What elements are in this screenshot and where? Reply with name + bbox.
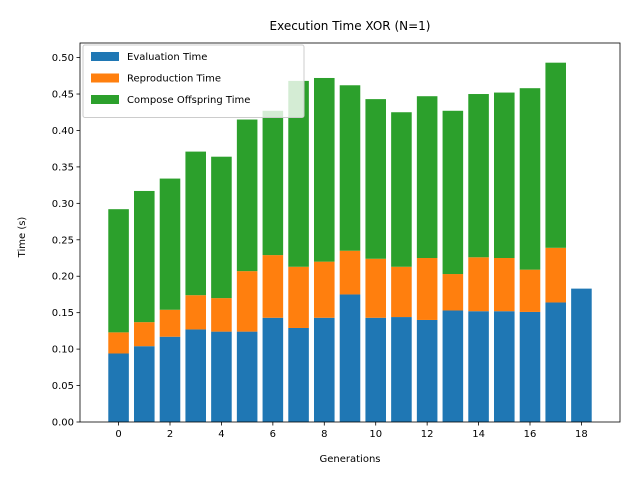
- x-tick-label: 18: [575, 429, 588, 440]
- bar-evaluation-time-gen-12: [416, 319, 438, 422]
- bar-evaluation-time-gen-6: [262, 317, 284, 422]
- x-tick-label: 10: [369, 429, 382, 440]
- bar-reproduction-time-gen-16: [519, 269, 541, 312]
- bar-reproduction-time-gen-13: [442, 274, 464, 311]
- bar-evaluation-time-gen-0: [108, 353, 129, 422]
- y-axis-label: Time (s): [17, 217, 28, 259]
- x-axis-label: Generations: [320, 454, 381, 465]
- legend-label: Evaluation Time: [127, 52, 207, 63]
- bar-evaluation-time-gen-4: [211, 331, 232, 422]
- bar-compose-offspring-time-gen-17: [545, 62, 566, 248]
- bar-evaluation-time-gen-3: [185, 329, 206, 422]
- bar-reproduction-time-gen-3: [185, 295, 206, 330]
- bar-reproduction-time-gen-11: [391, 266, 412, 318]
- bar-compose-offspring-time-gen-6: [262, 110, 284, 256]
- legend-swatch-compose-offspring-time: [91, 95, 119, 104]
- bar-evaluation-time-gen-2: [159, 336, 181, 422]
- x-tick-label: 16: [524, 429, 537, 440]
- bar-reproduction-time-gen-10: [365, 258, 386, 318]
- bar-reproduction-time-gen-14: [468, 257, 489, 312]
- y-tick-label: 0.20: [52, 272, 74, 283]
- legend: Evaluation Time Reproduction Time Compose …: [82, 44, 305, 118]
- x-tick-label: 2: [167, 429, 173, 440]
- bar-evaluation-time-gen-8: [314, 317, 335, 422]
- x-tick-label: 6: [270, 429, 276, 440]
- bar-compose-offspring-time-gen-5: [236, 119, 258, 272]
- bar-evaluation-time-gen-14: [468, 311, 489, 422]
- bar-compose-offspring-time-gen-1: [134, 190, 155, 323]
- bar-compose-offspring-time-gen-8: [314, 77, 335, 262]
- legend-label: Reproduction Time: [127, 74, 221, 85]
- bar-compose-offspring-time-gen-12: [416, 96, 438, 259]
- y-tick-label: 0.40: [52, 126, 74, 137]
- bar-compose-offspring-time-gen-0: [108, 209, 129, 333]
- y-tick-label: 0.10: [52, 345, 74, 356]
- bar-reproduction-time-gen-5: [236, 271, 258, 332]
- bar-compose-offspring-time-gen-2: [159, 178, 181, 310]
- axes-group: 0.00 0.05 0.10 0.15 0.20 0.25 0.30 0.35 0.40 0.45…: [52, 42, 621, 440]
- bar-compose-offspring-time-gen-13: [442, 110, 464, 275]
- bar-compose-offspring-time-gen-16: [519, 88, 541, 270]
- bar-reproduction-time-gen-6: [262, 255, 284, 318]
- bar-reproduction-time-gen-12: [416, 258, 438, 320]
- y-tick-label: 0.15: [52, 308, 74, 319]
- legend-swatch-reproduction-time: [91, 73, 119, 83]
- y-tick-label: 0.45: [52, 90, 74, 101]
- y-tick-label: 0.00: [52, 418, 74, 429]
- bar-compose-offspring-time-gen-9: [339, 85, 361, 251]
- bar-evaluation-time-gen-5: [236, 331, 258, 422]
- x-tick-label: 4: [218, 429, 224, 440]
- bar-reproduction-time-gen-7: [288, 266, 309, 328]
- y-tick-label: 0.30: [52, 199, 74, 210]
- x-tick-label: 14: [472, 429, 485, 440]
- legend-swatch-evaluation-time: [91, 52, 119, 61]
- bar-compose-offspring-time-gen-3: [185, 151, 206, 296]
- chart-title: Execution Time XOR (N=1): [270, 19, 431, 33]
- plot-frame: [79, 42, 621, 423]
- bar-evaluation-time-gen-16: [519, 311, 541, 422]
- bar-compose-offspring-time-gen-15: [494, 92, 515, 259]
- bar-reproduction-time-gen-1: [134, 322, 155, 347]
- bar-compose-offspring-time-gen-7: [288, 80, 309, 267]
- bar-reproduction-time-gen-9: [339, 250, 361, 295]
- y-tick-label: 0.50: [52, 53, 74, 64]
- bar-compose-offspring-time-gen-4: [211, 156, 232, 299]
- legend-box: [82, 44, 305, 118]
- x-tick-label: 8: [321, 429, 327, 440]
- bars-group: [108, 62, 592, 422]
- x-tick-label: 0: [115, 429, 121, 440]
- bar-evaluation-time-gen-7: [288, 327, 309, 422]
- bar-reproduction-time-gen-17: [545, 247, 566, 303]
- bar-compose-offspring-time-gen-11: [391, 112, 412, 267]
- bar-evaluation-time-gen-17: [545, 302, 566, 422]
- bar-reproduction-time-gen-0: [108, 332, 129, 354]
- bar-reproduction-time-gen-8: [314, 261, 335, 318]
- bar-evaluation-time-gen-10: [365, 317, 386, 422]
- y-tick-label: 0.35: [52, 162, 74, 173]
- bar-reproduction-time-gen-4: [211, 298, 232, 332]
- bar-compose-offspring-time-gen-14: [468, 94, 489, 258]
- bar-compose-offspring-time-gen-10: [365, 99, 386, 259]
- legend-label: Compose Offspring Time: [127, 95, 250, 106]
- bar-evaluation-time-gen-13: [442, 310, 464, 422]
- bar-evaluation-time-gen-1: [134, 346, 155, 422]
- bar-evaluation-time-gen-11: [391, 317, 412, 422]
- bar-evaluation-time-gen-18: [571, 288, 592, 422]
- y-tick-label: 0.25: [52, 235, 74, 246]
- bar-evaluation-time-gen-15: [494, 311, 515, 422]
- bar-reproduction-time-gen-2: [159, 309, 181, 337]
- x-tick-label: 12: [421, 429, 434, 440]
- bar-evaluation-time-gen-9: [339, 294, 361, 422]
- bar-reproduction-time-gen-15: [494, 258, 515, 312]
- y-tick-label: 0.05: [52, 381, 74, 392]
